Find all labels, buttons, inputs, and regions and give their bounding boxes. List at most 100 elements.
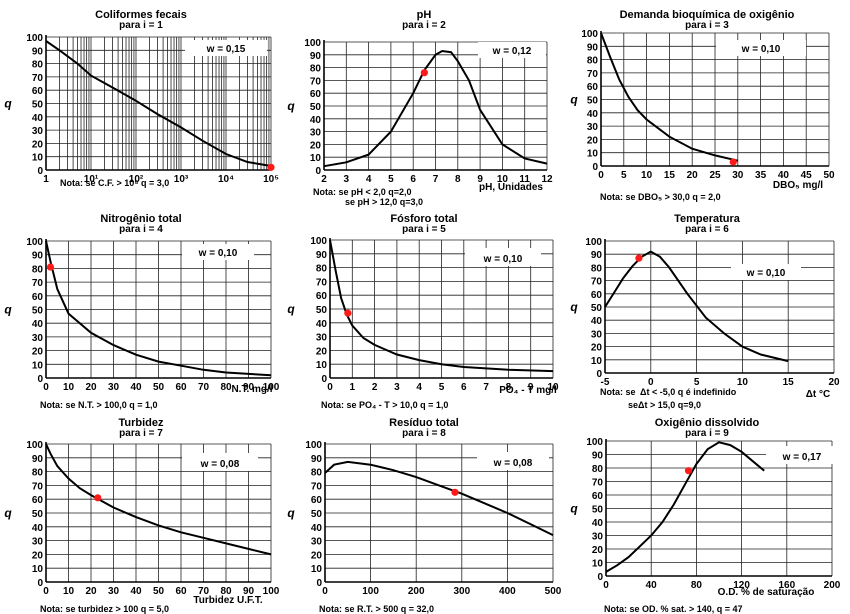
sample-point xyxy=(729,158,737,166)
y-axis-label: q xyxy=(570,300,578,314)
y-tick-label: 10 xyxy=(32,564,44,575)
y-tick-label: 100 xyxy=(310,236,327,247)
x-tick-label: 8 xyxy=(506,382,512,393)
x-tick-label: 10 xyxy=(63,586,75,597)
y-tick-label: 30 xyxy=(592,532,604,543)
weight-box xyxy=(182,453,258,471)
x-tick-label: 7 xyxy=(483,382,489,393)
x-tick-label: 200 xyxy=(824,580,841,591)
y-axis-label: q xyxy=(570,502,578,516)
y-tick-label: 50 xyxy=(316,305,328,316)
x-tick-label: 2 xyxy=(321,174,327,185)
y-tick-label: 0 xyxy=(37,166,43,177)
x-tick-label: 10 xyxy=(547,382,559,393)
x-tick-label: 4 xyxy=(416,382,422,393)
y-tick-label: 0 xyxy=(321,374,327,385)
y-tick-label: 0 xyxy=(597,572,603,583)
y-tick-label: 50 xyxy=(592,505,604,516)
x-tick-label: 0 xyxy=(598,170,604,181)
y-tick-label: 50 xyxy=(32,100,44,111)
x-tick-label: 35 xyxy=(755,170,767,181)
chart-title: Resíduo total xyxy=(389,417,459,429)
y-tick-label: 20 xyxy=(32,550,44,561)
y-axis-label: q xyxy=(570,93,578,107)
weight-box xyxy=(465,248,541,266)
y-axis-label: q xyxy=(4,506,12,520)
chart-dbo: Demanda bioquímica de oxigênio para i = 3… xyxy=(566,0,849,204)
y-tick-label: 50 xyxy=(32,306,44,317)
y-tick-label: 10 xyxy=(587,149,599,160)
x-tick-label: 6 xyxy=(461,382,467,393)
x-tick-label: 11 xyxy=(519,174,530,185)
y-tick-label: 20 xyxy=(587,135,599,146)
chart-ph: pH para i = 2 0 10 20 30 40 50 60 70 80 90 100 2 3 4 5 6 7… xyxy=(283,0,566,207)
y-tick-label: 10 xyxy=(591,356,603,367)
x-tick-label: 40 xyxy=(646,580,658,591)
sample-point xyxy=(635,254,643,262)
x-tick-label: 400 xyxy=(499,586,516,597)
weight-label: w = 0,10 xyxy=(483,254,523,265)
x-axis-label: Δt °C xyxy=(806,389,831,400)
sample-point xyxy=(420,69,428,77)
y-tick-label: 70 xyxy=(591,277,603,288)
x-tick-label: 10 xyxy=(63,382,75,393)
q-curve xyxy=(605,441,765,573)
y-tick-label: 0 xyxy=(596,369,602,380)
x-tick-label: 100 xyxy=(263,586,280,597)
y-tick-label: 50 xyxy=(310,102,322,113)
x-tick-label: 40 xyxy=(130,382,142,393)
y-tick-label: 100 xyxy=(26,237,43,248)
x-tick-label: 70 xyxy=(198,382,210,393)
y-tick-label: 80 xyxy=(310,64,322,75)
weight-box xyxy=(182,244,254,260)
q-curve xyxy=(604,250,789,363)
chart-subtitle: para i = 3 xyxy=(685,20,729,31)
y-tick-label: 30 xyxy=(32,126,44,137)
y-tick-label: 30 xyxy=(311,537,323,548)
x-tick-label: 60 xyxy=(175,586,187,597)
q-curve xyxy=(600,32,739,162)
y-tick-label: 90 xyxy=(592,451,604,462)
y-tick-label: 50 xyxy=(311,509,323,520)
x-tick-label: 50 xyxy=(823,170,835,181)
y-tick-label: 40 xyxy=(592,518,604,529)
y-tick-label: 10 xyxy=(311,564,323,575)
y-axis-label: q xyxy=(287,302,295,316)
x-tick-label: 10⁴ xyxy=(218,174,234,185)
q-curve xyxy=(45,40,272,167)
y-axis-label: q xyxy=(287,99,295,113)
x-tick-label: 50 xyxy=(153,382,165,393)
y-tick-label: 100 xyxy=(304,38,321,49)
weight-box xyxy=(716,40,806,56)
x-tick-label: 40 xyxy=(130,586,142,597)
q-curve xyxy=(45,443,272,556)
chart-note: Nota: se C.F. > 10⁵ q = 3,0 xyxy=(60,178,169,188)
x-tick-label: 15 xyxy=(664,170,676,181)
y-tick-label: 100 xyxy=(585,237,602,248)
y-tick-label: 80 xyxy=(311,468,323,479)
y-axis-label: q xyxy=(287,506,295,520)
y-tick-label: 90 xyxy=(32,251,44,262)
y-tick-label: 30 xyxy=(591,329,603,340)
sample-point xyxy=(94,494,102,502)
chart-subtitle: para i = 1 xyxy=(119,20,163,31)
x-tick-label: 300 xyxy=(453,586,470,597)
weight-label: w = 0,17 xyxy=(782,452,822,463)
x-tick-label: 6 xyxy=(410,174,416,185)
y-tick-label: 70 xyxy=(32,481,44,492)
x-tick-label: 3 xyxy=(344,174,350,185)
x-axis-label: N.T. mg/l xyxy=(231,384,272,395)
chart-title: Turbidez xyxy=(118,417,164,429)
sample-point xyxy=(344,309,352,317)
y-tick-label: 10 xyxy=(32,360,44,371)
y-tick-label: 60 xyxy=(32,292,44,303)
y-tick-label: 30 xyxy=(32,333,44,344)
